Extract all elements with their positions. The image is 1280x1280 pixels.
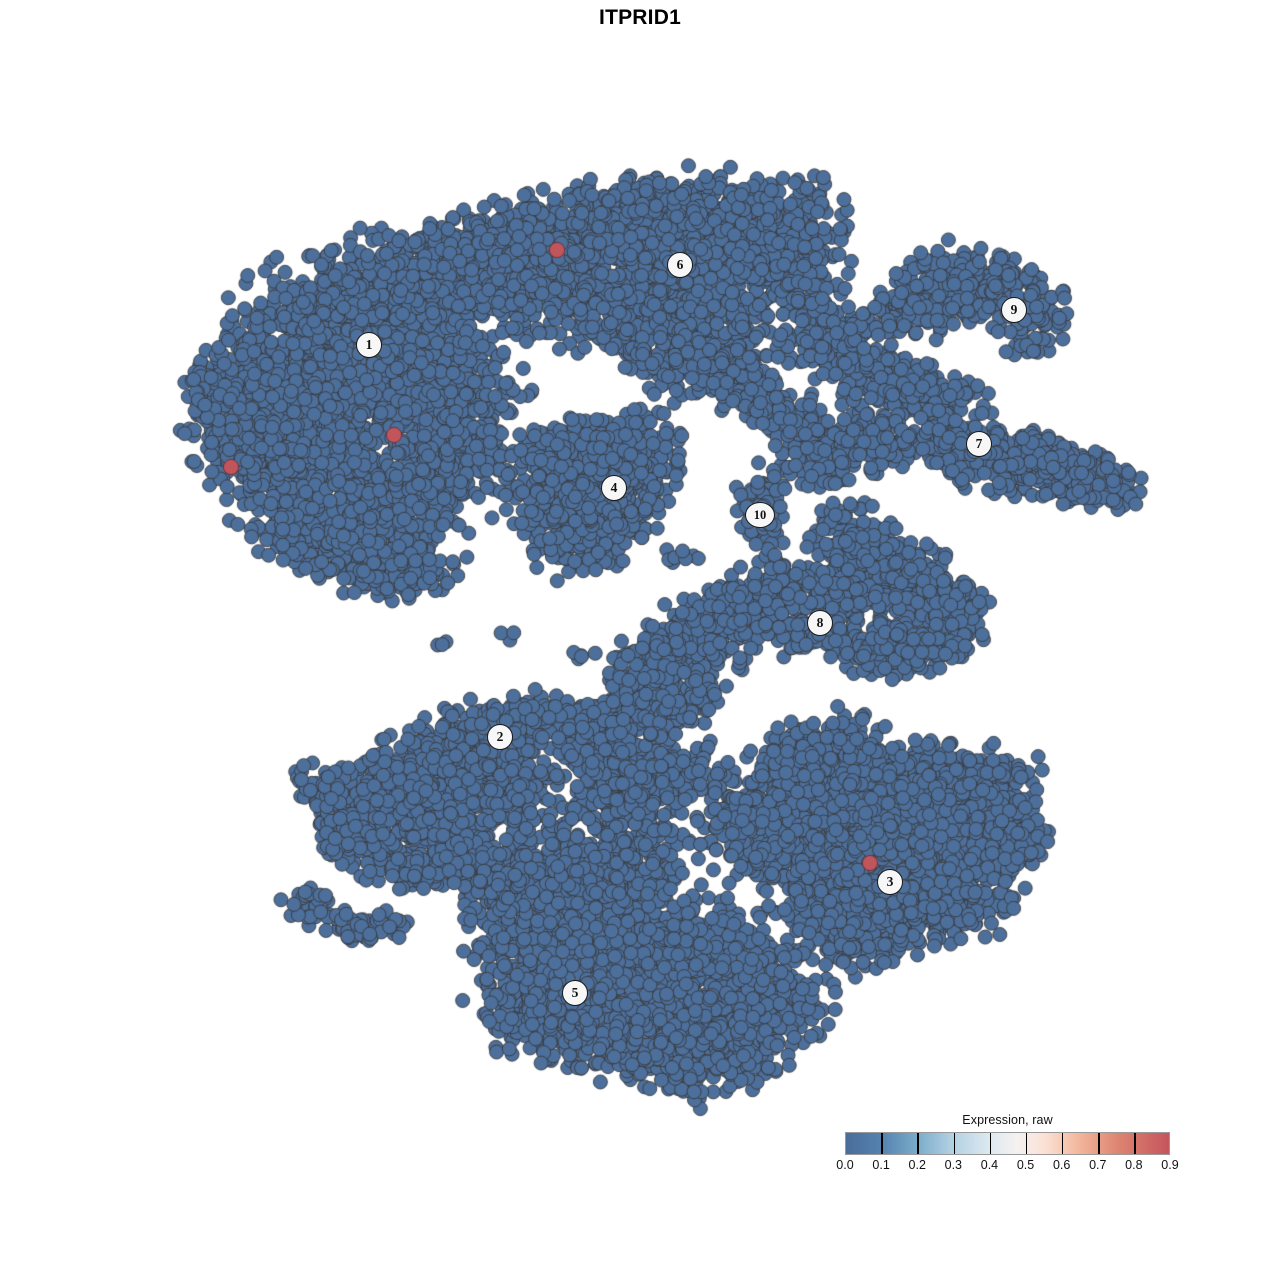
colorbar-tick	[1025, 1133, 1028, 1154]
colorbar-title: Expression, raw	[962, 1113, 1053, 1127]
colorbar-tick-label: 0.6	[1052, 1158, 1071, 1172]
colorbar-tick	[953, 1133, 956, 1154]
expression-colorbar: Expression, raw 0.0 0.1 0.2 0.3 0.4 0.5 0.6 0.7…	[836, 1113, 1178, 1176]
colorbar-tick-label: 0.8	[1125, 1158, 1143, 1172]
colorbar-tick-label: 0.1	[872, 1158, 890, 1172]
colorbar-tick-label: 0.9	[1161, 1158, 1179, 1172]
colorbar-tick-label: 0.4	[980, 1158, 999, 1172]
colorbar-tick	[1134, 1133, 1136, 1154]
colorbar-tick-labels: 0.0 0.1 0.2 0.3 0.4 0.5 0.6 0.7 0.8 0.9	[836, 1158, 1178, 1176]
colorbar-tick-label: 0.7	[1089, 1158, 1107, 1172]
colorbar-tick-label: 0.5	[1016, 1158, 1035, 1172]
colorbar-tick	[1097, 1133, 1100, 1154]
colorbar-tick-label: 0.0	[836, 1158, 854, 1172]
colorbar-tick-label: 0.3	[944, 1158, 963, 1172]
colorbar-gradient	[846, 1133, 1169, 1154]
colorbar-tick	[989, 1133, 992, 1154]
colorbar-strip[interactable]	[845, 1132, 1170, 1155]
colorbar-tick-label: 0.2	[908, 1158, 926, 1172]
colorbar-tick	[917, 1133, 920, 1154]
colorbar-tick	[881, 1133, 883, 1154]
colorbar-tick	[1061, 1133, 1064, 1154]
